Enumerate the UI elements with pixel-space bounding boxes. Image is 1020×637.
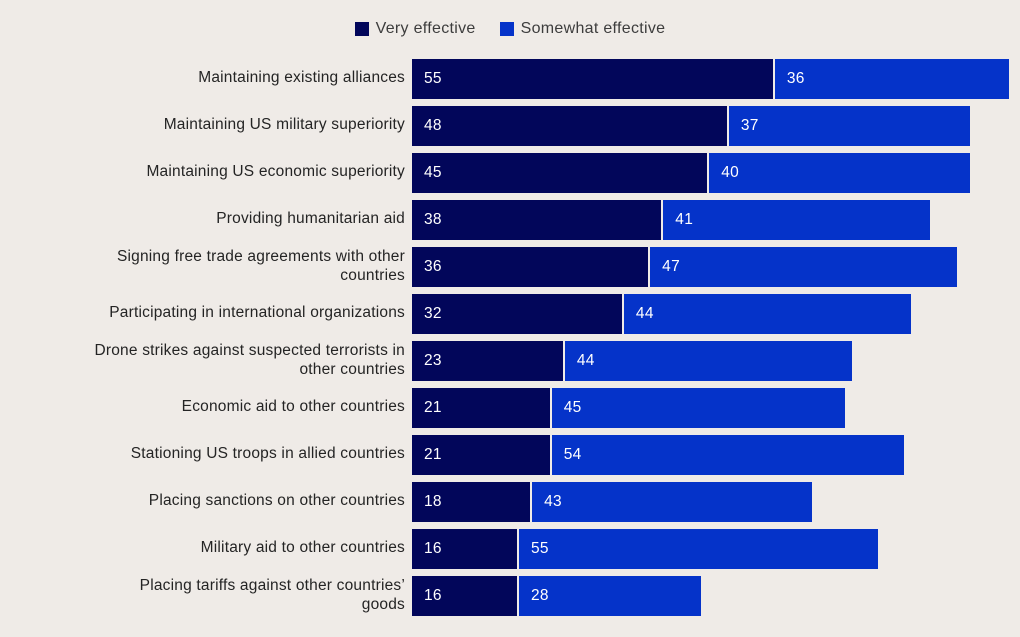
bar-value-label: 47 [662,257,681,275]
bar-value-label: 55 [424,69,442,87]
bar-segment-very-effective: 16 [412,528,517,569]
bar-segment-somewhat-effective: 37 [726,105,970,146]
bar-segment-very-effective: 36 [412,246,649,287]
bar-value-label: 18 [424,492,442,510]
bar-value-label: 54 [563,445,582,463]
bar-segment-somewhat-effective: 28 [516,575,701,616]
bar-value-label: 23 [424,351,442,369]
bar-group: 48 37 [412,105,1009,146]
bar-group: 18 43 [412,481,1009,522]
bar-segment-very-effective: 32 [412,293,622,334]
bar-value-label: 36 [424,257,442,275]
category-label: Maintaining US economic superiority [146,163,405,181]
category-label: Maintaining existing alliances [198,69,405,87]
category-label: Economic aid to other countries [181,398,405,416]
chart-row: Stationing US troops in allied countries… [0,431,1020,478]
category-label: Participating in international organizat… [109,304,405,322]
bar-segment-very-effective: 55 [412,58,773,99]
legend-label-somewhat-effective: Somewhat effective [520,20,666,37]
bar-group: 38 41 [412,199,1009,240]
bar-value-label: 32 [424,304,442,322]
bar-group: 23 44 [412,340,1009,381]
bar-group: 36 47 [412,246,1009,287]
bar-segment-somewhat-effective: 54 [549,434,905,475]
bar-group: 45 40 [412,152,1009,193]
legend-label-very-effective: Very effective [375,20,476,37]
bar-value-label: 48 [424,116,442,134]
bar-value-label: 16 [424,539,442,557]
bar-segment-very-effective: 23 [412,340,563,381]
bar-segment-very-effective: 48 [412,105,727,146]
bar-value-label: 45 [424,163,442,181]
category-label: Military aid to other countries [200,539,405,557]
chart-row: Military aid to other countries 16 55 [0,525,1020,572]
bar-group: 21 45 [412,387,1009,428]
category-label: Providing humanitarian aid [216,210,405,228]
chart-row: Placing sanctions on other countries 18 43 [0,478,1020,525]
bar-value-label: 38 [424,210,442,228]
bar-group: 16 55 [412,528,1009,569]
chart-row: Maintaining US economic superiority 45 40 [0,149,1020,196]
bar-segment-somewhat-effective: 36 [772,58,1009,99]
chart-row: Providing humanitarian aid 38 41 [0,196,1020,243]
chart-row: Signing free trade agreements with other… [0,243,1020,290]
bar-value-label: 21 [424,445,442,463]
legend-swatch-somewhat-effective [499,22,514,36]
bar-value-label: 44 [635,304,654,322]
legend-swatch-very-effective [354,22,369,36]
chart-row: Drone strikes against suspected terroris… [0,337,1020,384]
category-label: Maintaining US military superiority [163,116,405,134]
bar-value-label: 41 [675,210,694,228]
bar-segment-somewhat-effective: 44 [621,293,911,334]
bar-value-label: 44 [576,351,595,369]
bar-group: 16 28 [412,575,1009,616]
bar-segment-very-effective: 38 [412,199,662,240]
bar-segment-somewhat-effective: 45 [549,387,845,428]
bar-group: 55 36 [412,58,1009,99]
effectiveness-bar-chart: Maintaining existing alliances 55 36 Mainta… [0,55,1020,619]
chart-row: Participating in international organizat… [0,290,1020,337]
bar-value-label: 36 [786,69,805,87]
bar-value-label: 16 [424,586,442,604]
chart-row: Placing tariffs against other countries’… [0,572,1020,619]
bar-group: 32 44 [412,293,1009,334]
bar-segment-somewhat-effective: 41 [661,199,931,240]
chart-row: Economic aid to other countries 21 45 [0,384,1020,431]
bar-value-label: 28 [530,586,549,604]
bar-value-label: 43 [544,492,562,510]
category-label: Signing free trade agreements with other… [116,247,405,284]
bar-segment-very-effective: 16 [412,575,517,616]
chart-row: Maintaining US military superiority 48 37 [0,102,1020,149]
legend-item-very-effective: Very effective [354,20,476,38]
bar-segment-somewhat-effective: 55 [516,528,878,569]
bar-segment-somewhat-effective: 44 [562,340,852,381]
bar-value-label: 45 [563,398,582,416]
bar-segment-very-effective: 21 [412,434,550,475]
category-label: Stationing US troops in allied countries [130,445,405,463]
bar-group: 21 54 [412,434,1009,475]
bar-segment-somewhat-effective: 47 [648,246,957,287]
bar-value-label: 37 [740,116,759,134]
bar-segment-very-effective: 21 [412,387,550,428]
bar-segment-very-effective: 18 [412,481,531,522]
bar-value-label: 40 [721,163,740,181]
chart-legend: Very effective Somewhat effective [0,0,1020,39]
bar-value-label: 21 [424,398,442,416]
chart-row: Maintaining existing alliances 55 36 [0,55,1020,102]
bar-value-label: 55 [530,539,549,557]
bar-segment-somewhat-effective: 43 [530,481,813,522]
legend-item-somewhat-effective: Somewhat effective [499,20,666,38]
bar-segment-very-effective: 45 [412,152,708,193]
category-label: Placing sanctions on other countries [148,492,405,510]
category-label: Placing tariffs against other countries’… [139,576,405,613]
bar-segment-somewhat-effective: 40 [707,152,970,193]
category-label: Drone strikes against suspected terroris… [94,341,405,378]
